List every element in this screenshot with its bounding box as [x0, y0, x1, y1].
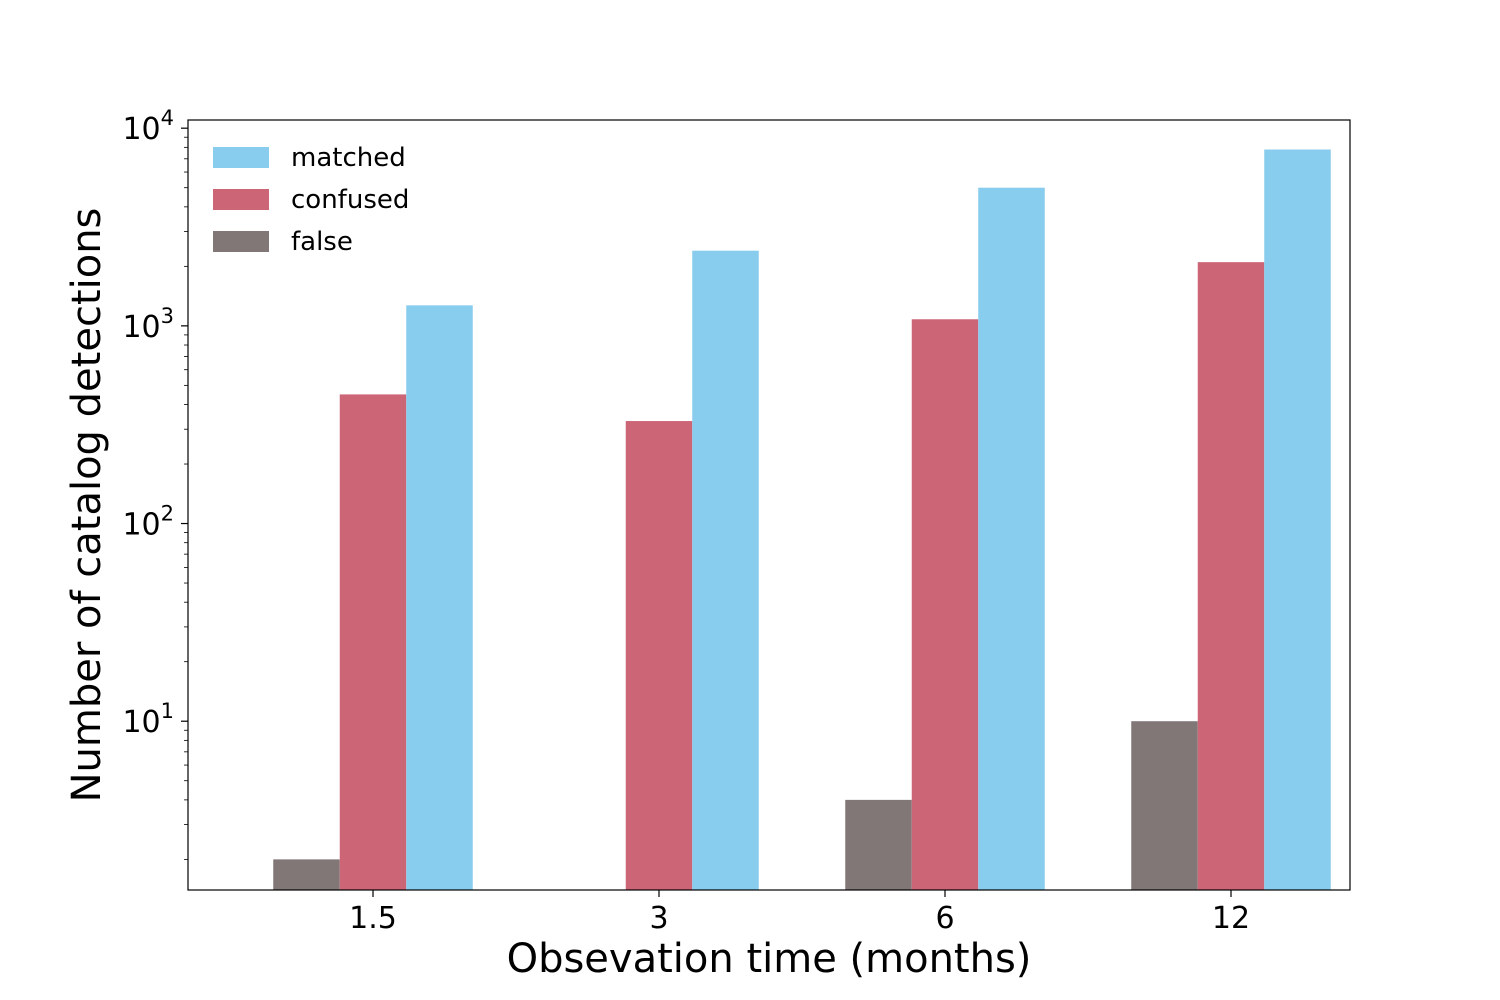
- bar-false-1.5: [273, 859, 340, 890]
- legend-swatch-matched: [213, 147, 269, 168]
- legend: matched confused false: [213, 143, 409, 257]
- bar-matched-1.5: [406, 305, 473, 890]
- x-tick-label: 1.5: [349, 901, 397, 936]
- bar-matched-12: [1264, 149, 1331, 890]
- legend-swatch-confused: [213, 189, 269, 210]
- plot-area-frame: [187, 119, 1351, 891]
- y-axis: 101 102 103 104: [122, 106, 188, 860]
- x-tick-label: 12: [1212, 901, 1250, 936]
- bar-confused-3: [625, 421, 693, 890]
- y-tick-label: 101: [122, 699, 174, 740]
- y-tick-label: 103: [122, 304, 174, 345]
- bar-matched-6: [978, 187, 1045, 890]
- legend-label-confused: confused: [291, 185, 409, 215]
- x-axis-label: Obsevation time (months): [507, 936, 1032, 982]
- y-tick-label: 104: [122, 106, 174, 147]
- bar-false-6: [845, 799, 912, 890]
- bar-confused-6: [911, 319, 979, 890]
- legend-swatch-false: [213, 231, 269, 252]
- x-axis: 1.5 3 6 12: [349, 890, 1250, 936]
- legend-label-matched: matched: [291, 143, 406, 173]
- bar-false-12: [1131, 721, 1198, 890]
- bar-matched-3: [692, 250, 759, 890]
- x-tick-label: 6: [935, 901, 954, 936]
- y-tick-label: 102: [122, 502, 174, 543]
- x-tick-label: 3: [649, 901, 668, 936]
- bar-confused-1.5: [339, 394, 407, 890]
- bars-layer: [273, 149, 1331, 890]
- y-axis-label: Number of catalog detections: [64, 208, 110, 803]
- bar-confused-12: [1197, 262, 1265, 890]
- legend-label-false: false: [291, 227, 353, 257]
